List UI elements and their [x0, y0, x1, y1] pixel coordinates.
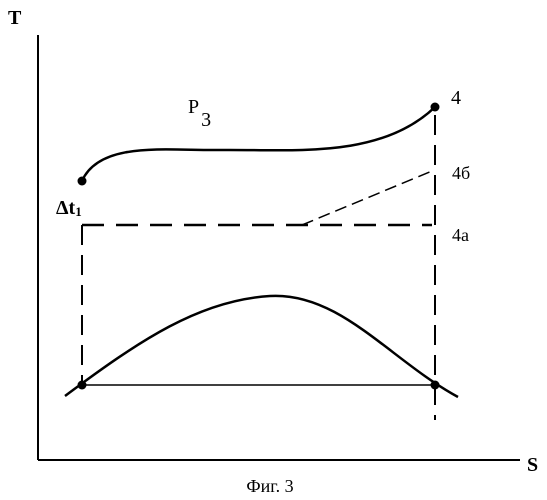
isobar-curve-p3 [82, 107, 435, 181]
delta-t-subscript: 1 [75, 204, 82, 219]
point-4b-label: 4б [452, 163, 470, 183]
pressure-label-subscript: 3 [201, 109, 211, 131]
point-4-label: 4 [451, 87, 461, 109]
pressure-label: P3 [188, 96, 211, 131]
pressure-label-main: P [188, 96, 199, 118]
delta-t-main: Δt [56, 197, 76, 219]
figure-caption: Фиг. 3 [246, 476, 293, 496]
y-axis-label: T [8, 7, 22, 29]
dashed-sloped-4b [302, 171, 432, 225]
delta-t-label: Δt1 [56, 197, 82, 219]
point-start-dot [78, 177, 87, 186]
point-4a-label: 4а [452, 225, 469, 245]
saturation-dome [65, 296, 458, 397]
x-axis-label: S [527, 454, 538, 476]
point-4-dot [431, 103, 440, 112]
bottom-left-dot [78, 381, 87, 390]
bottom-right-dot [431, 381, 440, 390]
